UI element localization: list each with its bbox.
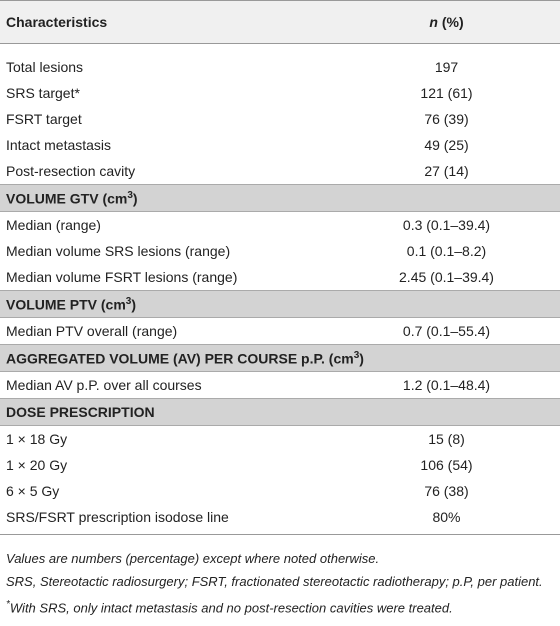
- row-label: Post-resection cavity: [6, 163, 136, 179]
- section-title-end: ): [132, 190, 138, 207]
- data-row: Post-resection cavity 27 (14): [0, 158, 560, 185]
- table-head: Characteristics n (%): [0, 0, 560, 44]
- section-title: VOLUME PTV (cm: [6, 296, 126, 313]
- section-row: VOLUME GTV (cm3): [0, 184, 560, 212]
- footnotes: Values are numbers (percentage) except w…: [0, 535, 560, 616]
- row-label: FSRT target: [6, 111, 82, 127]
- data-row: SRS/FSRT prescription isodose line 80%: [0, 504, 560, 535]
- footnote-text: With SRS, only intact metastasis and no …: [9, 600, 453, 616]
- footnote-mark: *: [6, 599, 10, 610]
- header-row: Characteristics n (%): [0, 0, 560, 44]
- footnote: SRS, Stereotactic radiosurgery; FSRT, fr…: [6, 574, 543, 589]
- row-value: 1.2 (0.1–48.4): [402, 377, 491, 393]
- data-row: Median (range) 0.3 (0.1–39.4): [0, 212, 560, 239]
- row-value: 15 (8): [428, 431, 465, 447]
- footnote: Values are numbers (percentage) except w…: [6, 551, 380, 566]
- row-label: Median volume SRS lesions (range): [6, 243, 231, 259]
- data-row: Total lesions 197: [0, 44, 560, 81]
- section-title: DOSE PRESCRIPTION: [6, 404, 155, 420]
- row-label: SRS target*: [6, 85, 80, 101]
- row-label: Median (range): [6, 217, 101, 233]
- section-row: AGGREGATED VOLUME (AV) PER COURSE p.P. (…: [0, 344, 560, 372]
- data-row: SRS target* 121 (61): [0, 80, 560, 106]
- row-label: 1 × 20 Gy: [6, 457, 68, 473]
- row-label: 1 × 18 Gy: [6, 431, 68, 447]
- row-value: 27 (14): [424, 163, 469, 179]
- row-value: 197: [434, 59, 459, 75]
- row-label: 6 × 5 Gy: [6, 483, 60, 499]
- row-value: 49 (25): [424, 137, 469, 153]
- row-value: 76 (38): [424, 483, 469, 499]
- row-label: Median PTV overall (range): [6, 323, 178, 339]
- section-title-end: ): [359, 350, 364, 367]
- data-table: Characteristics n (%) Total lesions 197 SR…: [0, 0, 560, 535]
- section-heading: VOLUME PTV (cm3): [0, 290, 560, 318]
- row-label: Median volume FSRT lesions (range): [6, 269, 238, 285]
- data-row: 6 × 5 Gy 76 (38): [0, 478, 560, 504]
- row-value: 0.1 (0.1–8.2): [406, 243, 487, 259]
- section-title-end: ): [131, 296, 137, 313]
- row-label: Median AV p.P. over all courses: [6, 377, 202, 393]
- section-title: AGGREGATED VOLUME (AV) PER COURSE p.P. (…: [6, 350, 354, 367]
- row-label: SRS/FSRT prescription isodose line: [0, 504, 333, 535]
- row-value: 106 (54): [420, 457, 473, 473]
- footnote: *With SRS, only intact metastasis and no…: [6, 597, 554, 616]
- superscript: 3: [125, 295, 132, 307]
- data-row: Median volume FSRT lesions (range) 2.45 (…: [0, 264, 560, 291]
- table-body: Total lesions 197 SRS target* 121 (61) FSRT …: [0, 44, 560, 535]
- section-heading: VOLUME GTV (cm3): [0, 184, 560, 212]
- superscript: 3: [127, 189, 133, 201]
- header-value: n (%): [333, 0, 560, 44]
- data-row: FSRT target 76 (39): [0, 106, 560, 132]
- data-row: 1 × 18 Gy 15 (8): [0, 426, 560, 453]
- data-row: Median AV p.P. over all courses 1.2 (0.1–…: [0, 372, 560, 399]
- header-pct: (%): [437, 14, 464, 30]
- row-value: 80%: [333, 504, 560, 535]
- header-label: Characteristics: [0, 0, 333, 44]
- header-n: n: [429, 14, 438, 30]
- section-heading: AGGREGATED VOLUME (AV) PER COURSE p.P. (…: [0, 344, 560, 372]
- data-row: Intact metastasis 49 (25): [0, 132, 560, 158]
- data-row: Median volume SRS lesions (range) 0.1 (0.…: [0, 238, 560, 264]
- row-value: 2.45 (0.1–39.4): [399, 269, 494, 285]
- section-heading: DOSE PRESCRIPTION: [0, 398, 560, 426]
- row-value: 121 (61): [420, 85, 473, 101]
- row-value: 0.3 (0.1–39.4): [402, 217, 491, 233]
- row-label: Intact metastasis: [6, 137, 112, 153]
- row-label: Total lesions: [6, 59, 84, 75]
- row-value: 76 (39): [424, 111, 469, 127]
- section-row: DOSE PRESCRIPTION: [0, 398, 560, 426]
- superscript: 3: [353, 349, 360, 361]
- data-row: 1 × 20 Gy 106 (54): [0, 452, 560, 478]
- section-title: VOLUME GTV (cm: [6, 190, 128, 207]
- data-row: Median PTV overall (range) 0.7 (0.1–55.4): [0, 318, 560, 345]
- row-value: 0.7 (0.1–55.4): [402, 323, 491, 339]
- section-row: VOLUME PTV (cm3): [0, 290, 560, 318]
